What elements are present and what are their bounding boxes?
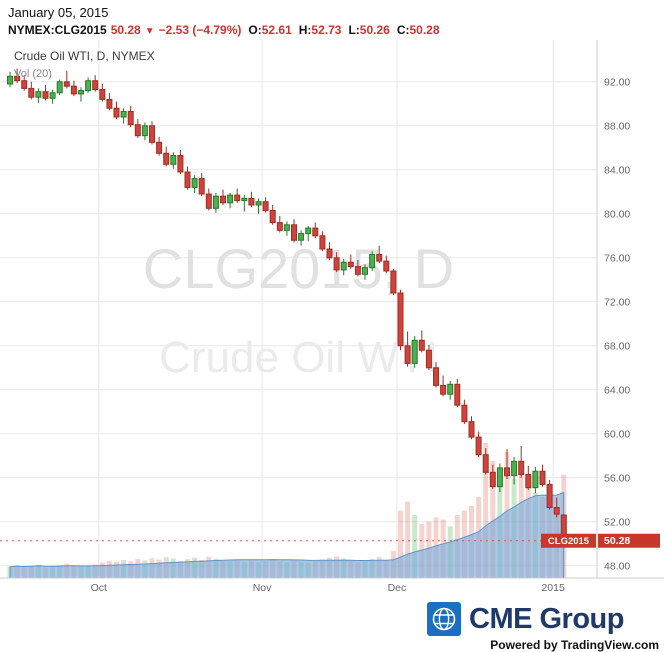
high-label: H: (298, 23, 312, 37)
quote-header: January 05, 2015 NYMEX:CLG2015 50.28 ▼ −2.5… (0, 0, 664, 40)
low-value: 50.26 (359, 23, 390, 37)
last-price-line: CLG2015 50.28 (0, 533, 660, 548)
svg-text:CLG2015, D: CLG2015, D (143, 237, 454, 300)
svg-text:76.00: 76.00 (604, 252, 630, 264)
svg-text:Dec: Dec (388, 582, 407, 594)
svg-text:50.28: 50.28 (604, 535, 630, 547)
close-label: C: (396, 23, 410, 37)
price-chart: CLG2015, D Crude Oil WTI 92.00 88.00 84.00 80… (0, 40, 664, 594)
close-value: 50.28 (409, 23, 440, 37)
last-price: 50.28 (110, 23, 141, 37)
low-label: L: (348, 23, 360, 37)
change-value: −2.53 (−4.79%) (158, 23, 242, 37)
svg-text:CLG2015: CLG2015 (548, 536, 590, 547)
cme-logo-text: CME Group (469, 602, 625, 635)
powered-by-link[interactable]: Powered by TradingView.com (490, 638, 659, 652)
svg-text:52.00: 52.00 (604, 516, 630, 528)
candles (7, 68, 567, 542)
svg-text:56.00: 56.00 (604, 472, 630, 484)
svg-text:72.00: 72.00 (604, 296, 630, 308)
down-arrow-icon: ▼ (144, 26, 155, 37)
svg-text:60.00: 60.00 (604, 428, 630, 440)
svg-text:64.00: 64.00 (604, 384, 630, 396)
high-value: 52.73 (311, 23, 342, 37)
svg-text:92.00: 92.00 (604, 76, 630, 88)
price-axis: 92.00 88.00 84.00 80.00 76.00 72.00 68.00 64.00… (596, 40, 630, 578)
open-label: O: (248, 23, 262, 37)
cme-logo[interactable]: CME Group (427, 602, 625, 636)
svg-text:68.00: 68.00 (604, 340, 630, 352)
open-value: 52.61 (261, 23, 292, 37)
cme-globe-icon (427, 602, 461, 636)
chart-area: CLG2015, D Crude Oil WTI 92.00 88.00 84.00 80… (0, 40, 664, 600)
svg-text:48.00: 48.00 (604, 560, 630, 572)
svg-text:Oct: Oct (91, 582, 107, 594)
svg-text:2015: 2015 (541, 582, 565, 594)
quote-line: NYMEX:CLG2015 50.28 ▼ −2.53 (−4.79%) O:52.61… (8, 23, 656, 39)
last-price-symbol-badge (541, 533, 596, 548)
svg-text:84.00: 84.00 (604, 164, 630, 176)
date-label: January 05, 2015 (8, 5, 109, 20)
footer: CME Group Powered by TradingView.com (0, 600, 664, 652)
symbol-name: NYMEX:CLG2015 (8, 23, 107, 37)
volume-ma (9, 491, 565, 579)
time-axis: Oct Nov Dec 2015 (0, 577, 664, 594)
svg-text:Nov: Nov (253, 582, 272, 594)
watermark: CLG2015, D Crude Oil WTI (143, 237, 454, 382)
svg-text:Crude Oil WTI: Crude Oil WTI (159, 333, 438, 382)
last-price-value-badge (598, 533, 660, 548)
svg-text:88.00: 88.00 (604, 120, 630, 132)
svg-text:80.00: 80.00 (604, 208, 630, 220)
